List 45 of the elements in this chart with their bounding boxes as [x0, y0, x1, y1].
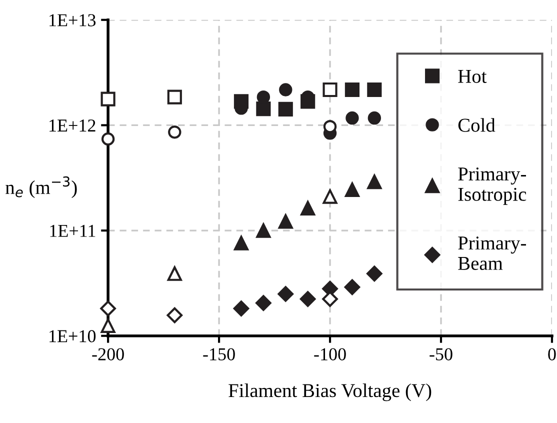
- x-tick-label: -200: [92, 348, 124, 360]
- point: [322, 189, 338, 204]
- point: [278, 102, 293, 116]
- point: [100, 318, 116, 333]
- x-tick-label: -50: [430, 348, 452, 360]
- y-tick-label: 1E+13: [50, 14, 96, 26]
- y-tick-label: 1E+12: [50, 120, 96, 132]
- y-tick-label: 1E+10: [50, 330, 96, 342]
- point: [278, 286, 294, 302]
- x-tick-label: -100: [314, 348, 346, 360]
- point: [323, 120, 337, 134]
- point: [100, 300, 116, 316]
- point: [322, 82, 338, 98]
- point: [167, 266, 182, 281]
- x-axis-title: Filament Bias Voltage (V): [228, 383, 432, 402]
- point: [167, 90, 182, 104]
- legend-label: Cold: [458, 118, 496, 132]
- point: [368, 111, 382, 125]
- point: [234, 236, 249, 250]
- x-tick-label: 0: [548, 348, 556, 360]
- point: [344, 82, 360, 98]
- point: [278, 214, 293, 229]
- point: [256, 102, 271, 116]
- point: [367, 82, 382, 98]
- point: [256, 295, 272, 311]
- point: [256, 223, 271, 238]
- y-tick-label: 1E+11: [50, 224, 96, 237]
- point: [366, 266, 382, 282]
- point: [344, 279, 360, 296]
- legend-label: Primary-Isotropic: [458, 167, 526, 205]
- point: [233, 300, 250, 316]
- point: [300, 291, 316, 307]
- point: [344, 182, 360, 198]
- point: [279, 83, 292, 96]
- legend-label: Hot: [458, 70, 487, 83]
- point: [100, 92, 116, 106]
- x-tick-label: -150: [203, 348, 235, 360]
- legend-label: Primary-Beam: [458, 236, 526, 270]
- y-axis-title: n$_{e}$ (m$^{−3}$): [6, 176, 77, 198]
- point: [346, 111, 359, 125]
- point: [168, 126, 182, 139]
- point: [367, 174, 382, 190]
- point: [166, 307, 183, 324]
- point: [300, 200, 316, 216]
- point: [101, 132, 115, 146]
